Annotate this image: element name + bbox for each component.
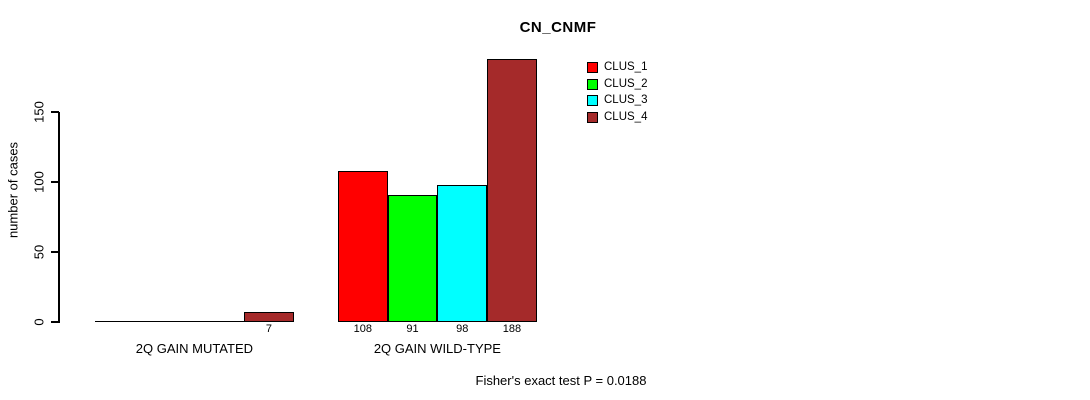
legend-swatch xyxy=(587,95,598,106)
y-axis-tick xyxy=(51,251,59,253)
bar-value-label: 188 xyxy=(502,323,522,335)
bar-value-label: 7 xyxy=(265,323,272,335)
legend-label: CLUS_3 xyxy=(604,94,648,106)
legend-item: CLUS_3 xyxy=(587,94,648,106)
legend-label: CLUS_4 xyxy=(604,110,648,123)
zero-height-bar xyxy=(194,320,245,322)
legend: CLUS_1 CLUS_2 CLUS_3 CLUS_4 xyxy=(587,61,648,128)
legend-item: CLUS_4 xyxy=(587,110,648,123)
category-label: 2Q GAIN WILD-TYPE xyxy=(373,341,501,356)
legend-label: CLUS_1 xyxy=(604,61,648,73)
y-axis-tick xyxy=(51,321,59,323)
bar-value-label: 108 xyxy=(353,323,373,335)
chart-title: CN_CNMF xyxy=(519,19,597,36)
y-axis-tick-label: 0 xyxy=(31,318,47,326)
zero-height-bar xyxy=(144,320,195,322)
bar-value-label: 91 xyxy=(406,323,419,335)
bar-clus_4 xyxy=(487,58,537,322)
y-axis-tick-label: 150 xyxy=(31,101,47,123)
category-label: 2Q GAIN MUTATED xyxy=(135,341,254,356)
legend-swatch xyxy=(587,78,598,90)
legend-swatch xyxy=(587,111,598,123)
y-axis-tick-label: 100 xyxy=(31,171,47,193)
zero-height-bar xyxy=(95,320,145,322)
legend-swatch xyxy=(587,62,598,73)
y-axis-line xyxy=(58,112,60,323)
y-axis-tick xyxy=(51,181,59,183)
legend-label: CLUS_2 xyxy=(604,77,648,90)
y-axis-tick-label: 50 xyxy=(31,244,47,260)
bar-value-label: 98 xyxy=(456,323,469,335)
bar-clus_2 xyxy=(387,194,438,322)
fisher-test-annotation: Fisher's exact test P = 0.0188 xyxy=(475,373,647,388)
legend-item: CLUS_1 xyxy=(587,61,648,73)
y-axis-tick xyxy=(51,111,59,113)
bar-clus_3 xyxy=(437,184,488,322)
bar-clus_4 xyxy=(244,312,294,322)
legend-item: CLUS_2 xyxy=(587,77,648,90)
bar-clus_1 xyxy=(338,170,388,322)
